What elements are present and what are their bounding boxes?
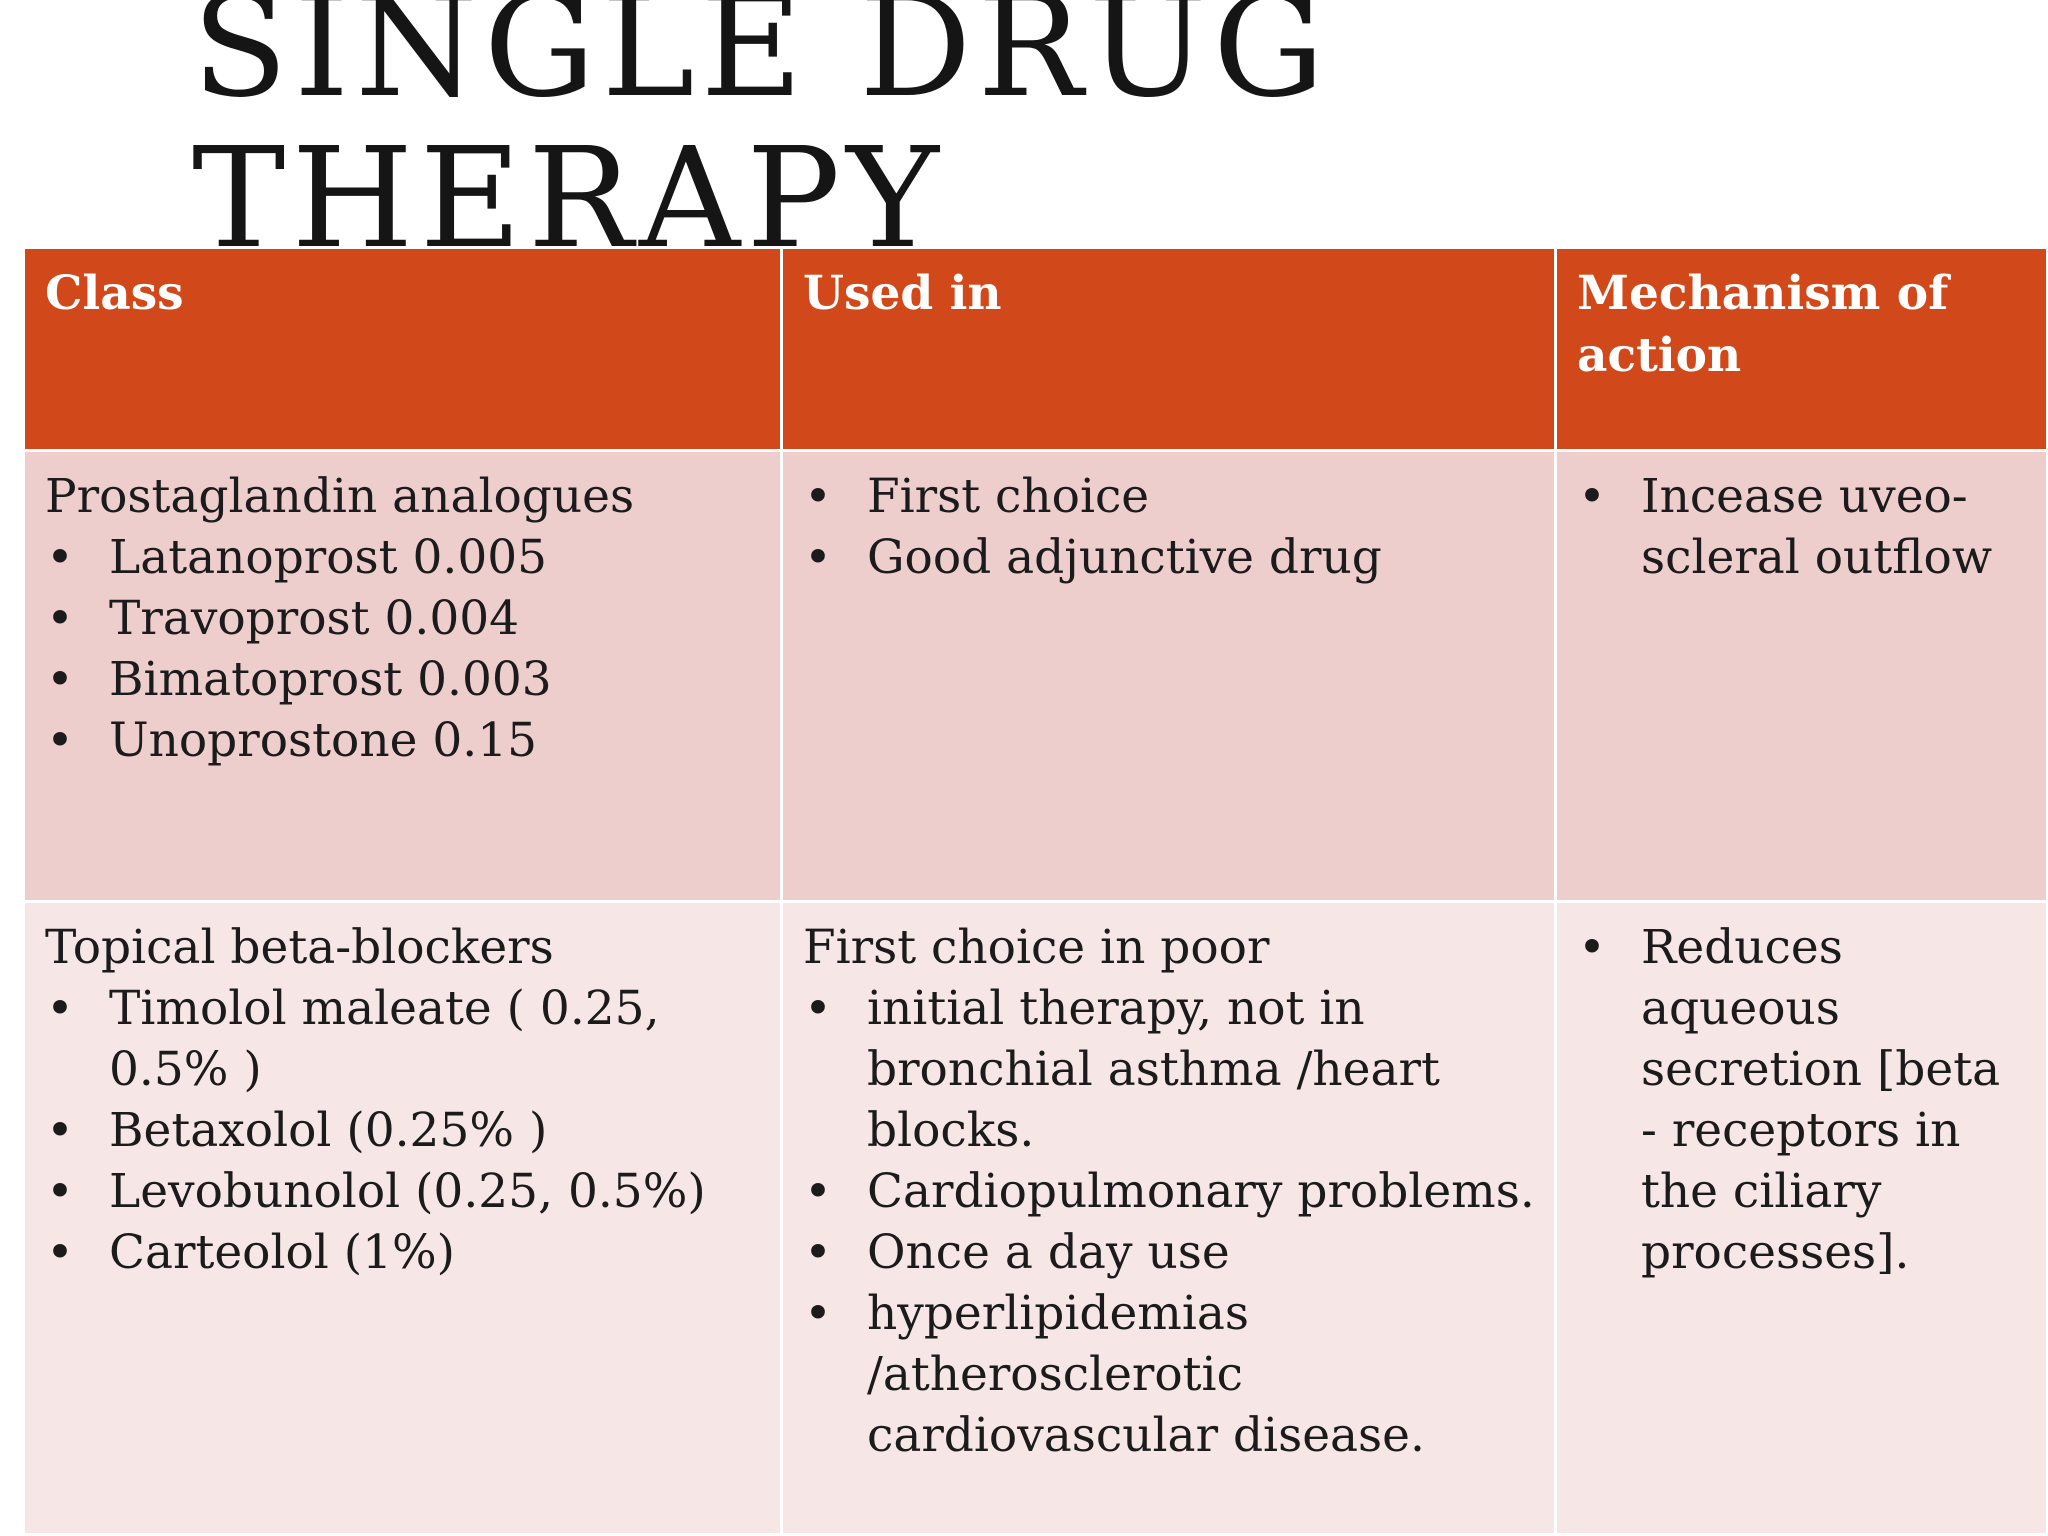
list-item-text: Cardiopulmonary problems. <box>867 1164 1535 1219</box>
list-item: • Bimatoprost 0.003 <box>45 649 762 710</box>
bullet-icon: • <box>804 1225 832 1280</box>
list-item: • Latanoprost 0.005 <box>45 527 762 588</box>
used-in-list: • initial therapy, not in bronchial asthm… <box>803 978 1536 1466</box>
list-item: • Travoprost 0.004 <box>45 588 762 649</box>
bullet-icon: • <box>46 1225 74 1280</box>
list-item-text: Levobunolol (0.25, 0.5%) <box>109 1164 706 1219</box>
list-item: • First choice <box>803 466 1536 527</box>
bullet-icon: • <box>804 469 832 524</box>
list-item-text: Good adjunctive drug <box>867 530 1382 585</box>
bullet-icon: • <box>46 1103 74 1158</box>
bullet-icon: • <box>1578 469 1606 524</box>
bullet-icon: • <box>46 713 74 768</box>
list-item-text: Carteolol (1%) <box>109 1225 455 1280</box>
table-row: Prostaglandin analogues • Latanoprost 0.0… <box>22 449 2048 903</box>
list-item-text: Reduces aqueous secretion [beta - recept… <box>1641 920 2001 1280</box>
header-mechanism: Mechanism of action <box>1554 246 2048 452</box>
used-in-list: • First choice • Good adjunctive drug <box>803 466 1536 588</box>
list-item-text: Travoprost 0.004 <box>109 591 520 646</box>
list-item: • Good adjunctive drug <box>803 527 1536 588</box>
bullet-icon: • <box>46 591 74 646</box>
list-item: • Carteolol (1%) <box>45 1222 762 1283</box>
list-item: • hyperlipidemias /atherosclerotic cardio… <box>803 1283 1536 1466</box>
list-item: • Timolol maleate ( 0.25, 0.5% ) <box>45 978 762 1100</box>
list-item: • Unoprostone 0.15 <box>45 710 762 771</box>
bullet-icon: • <box>46 1164 74 1219</box>
bullet-icon: • <box>46 530 74 585</box>
table-row: Topical beta-blockers • Timolol maleate (… <box>22 900 2048 1536</box>
slide-title: SINGLE DRUG THERAPY <box>192 0 1392 246</box>
class-heading: Topical beta-blockers <box>45 920 554 975</box>
slide-title-line-2: THERAPY <box>192 118 945 247</box>
list-item-text: hyperlipidemias /atherosclerotic cardiov… <box>867 1286 1425 1463</box>
list-item: • Reduces aqueous secretion [beta - recep… <box>1577 917 2028 1283</box>
header-class: Class <box>22 246 783 452</box>
bullet-icon: • <box>804 530 832 585</box>
mechanism-cell: • Incease uveo-scleral outflow <box>1554 449 2048 903</box>
bullet-icon: • <box>804 1286 832 1341</box>
class-drug-list: • Latanoprost 0.005 • Travoprost 0.004 • Bi… <box>45 527 762 771</box>
class-heading: Prostaglandin analogues <box>45 469 635 524</box>
list-item-text: initial therapy, not in bronchial asthma… <box>867 981 1440 1158</box>
list-item: • Incease uveo-scleral outflow <box>1577 466 2028 588</box>
class-drug-list: • Timolol maleate ( 0.25, 0.5% ) • Betaxol… <box>45 978 762 1283</box>
header-used-in: Used in <box>780 246 1557 452</box>
mechanism-list: • Reduces aqueous secretion [beta - recep… <box>1577 917 2028 1283</box>
bullet-icon: • <box>804 981 832 1036</box>
list-item: • Levobunolol (0.25, 0.5%) <box>45 1161 762 1222</box>
list-item-text: Betaxolol (0.25% ) <box>109 1103 548 1158</box>
mechanism-list: • Incease uveo-scleral outflow <box>1577 466 2028 588</box>
list-item-text: Bimatoprost 0.003 <box>109 652 552 707</box>
used-in-cell: First choice in poor • initial therapy, n… <box>780 900 1557 1536</box>
slide-title-line-1: SINGLE DRUG <box>192 0 1331 129</box>
list-item-text: Timolol maleate ( 0.25, 0.5% ) <box>109 981 660 1097</box>
bullet-icon: • <box>46 981 74 1036</box>
used-in-heading: First choice in poor <box>803 920 1270 975</box>
list-item-text: First choice <box>867 469 1150 524</box>
list-item-text: Incease uveo-scleral outflow <box>1641 469 1993 585</box>
bullet-icon: • <box>804 1164 832 1219</box>
list-item: • Betaxolol (0.25% ) <box>45 1100 762 1161</box>
list-item-text: Unoprostone 0.15 <box>109 713 538 768</box>
list-item: • Cardiopulmonary problems. <box>803 1161 1536 1222</box>
bullet-icon: • <box>46 652 74 707</box>
bullet-icon: • <box>1578 920 1606 975</box>
list-item-text: Once a day use <box>867 1225 1230 1280</box>
class-cell: Prostaglandin analogues • Latanoprost 0.0… <box>22 449 783 903</box>
list-item-text: Latanoprost 0.005 <box>109 530 548 585</box>
class-cell: Topical beta-blockers • Timolol maleate (… <box>22 900 783 1536</box>
list-item: • initial therapy, not in bronchial asthm… <box>803 978 1536 1161</box>
mechanism-cell: • Reduces aqueous secretion [beta - recep… <box>1554 900 2048 1536</box>
drug-therapy-table: Class Used in Mechanism of action Prosta… <box>22 246 2048 1536</box>
used-in-cell: • First choice • Good adjunctive drug <box>780 449 1557 903</box>
table-header-row: Class Used in Mechanism of action <box>22 246 2048 452</box>
list-item: • Once a day use <box>803 1222 1536 1283</box>
